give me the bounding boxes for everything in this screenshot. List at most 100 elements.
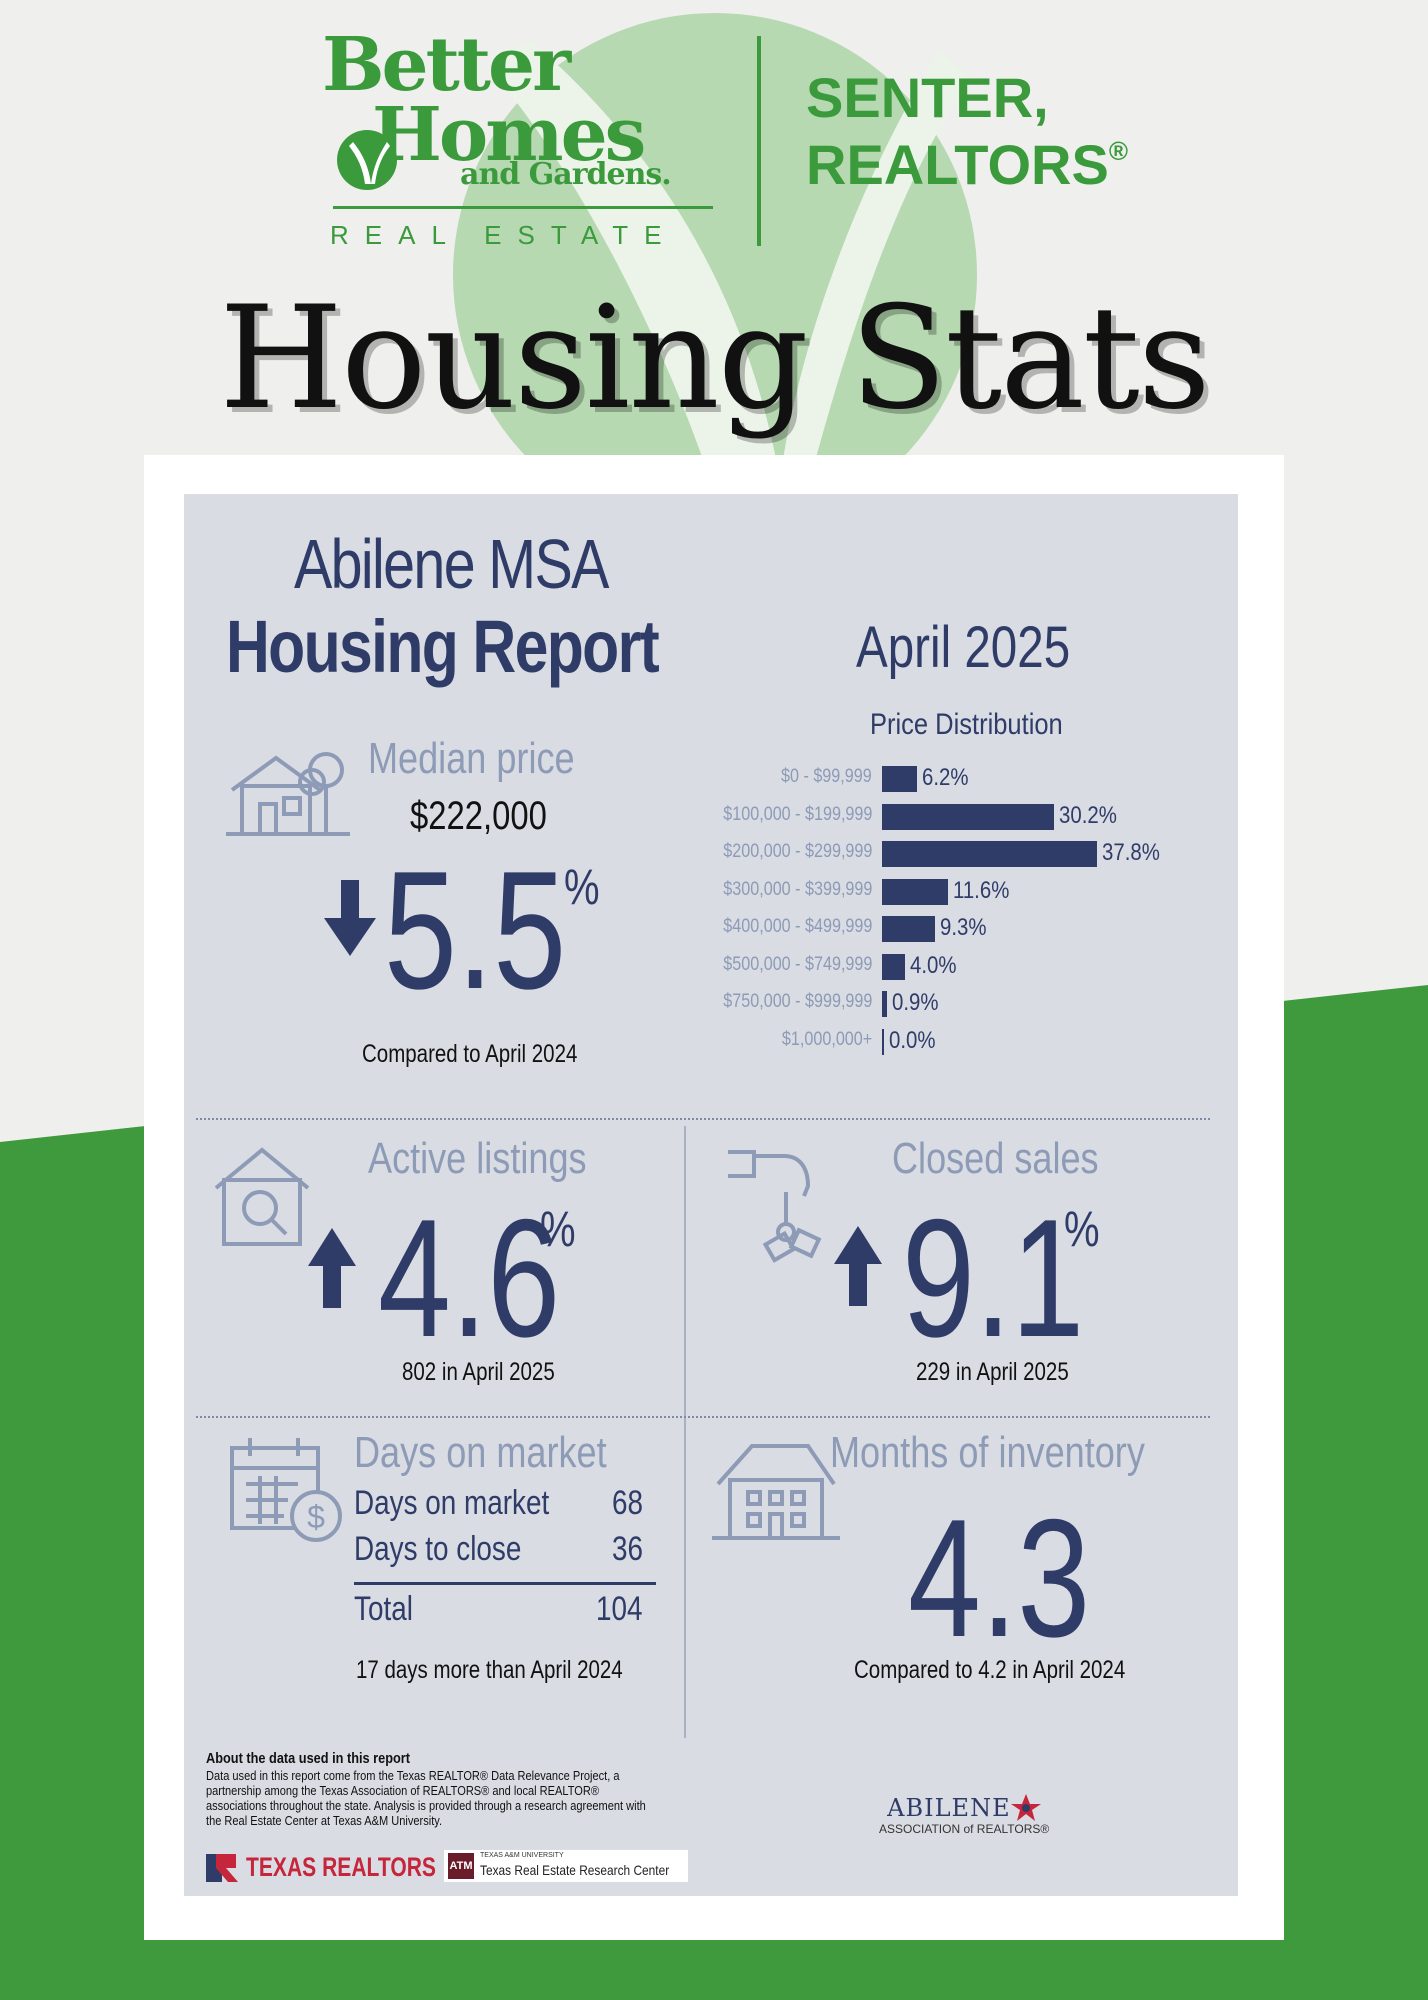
brand-underline [333,206,713,209]
footer-heading: About the data used in this report [206,1750,411,1767]
dist-row: $0 - $99,999 6.2% [704,764,1224,794]
section-divider-2 [196,1416,1210,1418]
dist-category-label: $750,000 - $999,999 [722,991,872,1012]
section-vertical-divider [684,1126,686,1738]
dist-category-label: $300,000 - $399,999 [722,878,872,900]
dist-category-label: $100,000 - $199,999 [722,803,872,825]
abilene-association-logo: ABILENE ASSOCIATION of REALTORS® [879,1794,1049,1836]
leaf-check-icon [337,130,397,190]
building-icon [712,1444,840,1540]
dollar-sign-icon: $ [307,1499,325,1535]
dist-row: $500,000 - $749,999 4.0% [704,952,1224,982]
report-card: Abilene MSA Housing Report April 2025 Pr… [184,494,1238,1896]
brand-office-line2: REALTORS® [806,131,1128,198]
footer-text: Data used in this report come from the T… [206,1768,646,1828]
dist-value-label: 11.6% [953,876,1010,904]
dist-category-label: $200,000 - $299,999 [722,841,872,862]
dist-category-label: $400,000 - $499,999 [722,916,872,937]
brand-real-estate: REAL ESTATE [330,220,678,250]
house-tree-icon [226,752,350,836]
dist-category-label: $0 - $99,999 [781,766,872,787]
dist-bar [882,953,905,980]
calendar-dollar-icon: $ [230,1438,342,1542]
closed-sales-unit: % [1064,1201,1100,1257]
dom-row-label: Days on market [354,1484,550,1522]
dom-total-value: 104 [596,1590,643,1628]
dom-row-value: 68 [612,1484,644,1522]
dist-value-label: 4.0% [909,951,957,979]
closed-sales-note: 229 in April 2025 [916,1358,1069,1386]
active-listings-unit: % [540,1201,576,1257]
report-month: April 2025 [856,615,1071,680]
active-listings-label: Active listings [368,1134,587,1183]
dist-bar [882,878,949,905]
brand-office: SENTER, REALTORS® [806,64,1128,198]
median-price-change: 5.5 [384,836,567,1024]
closed-sales-label: Closed sales [892,1134,1099,1183]
abilene-name: ABILENE [887,1794,1011,1822]
tamu-mark: ATM [448,1853,474,1879]
registered-mark: ® [1108,136,1129,167]
months-inventory-label: Months of inventory [830,1428,1145,1477]
page-title: Housing Stats [219,276,1211,441]
dist-bar [882,916,935,942]
months-inventory-note: Compared to 4.2 in April 2024 [854,1656,1126,1684]
median-price-note: Compared to April 2024 [362,1040,578,1068]
texas-star-icon [1011,1794,1042,1821]
dist-value-label: 9.3% [940,914,987,941]
active-listings-change: 4.6 [378,1184,561,1372]
median-price-label: Median price [368,734,575,783]
dist-value-label: 37.8% [1102,839,1161,866]
house-search-icon [214,1147,310,1246]
texas-realtors-logo-icon [206,1854,238,1882]
tamu-university: TEXAS A&M UNIVERSITY [480,1852,564,1859]
dist-row: $100,000 - $199,999 30.2% [704,802,1224,832]
brand-office-line1: SENTER, [806,66,1049,129]
dist-value-label: 0.0% [889,1026,936,1054]
brand-homes: Homes [372,92,646,178]
brand-gardens: and Gardens. [460,157,672,192]
days-to-close-value: 36 [612,1530,644,1568]
hand-keys-icon [728,1150,822,1263]
dom-note: 17 days more than April 2024 [356,1656,623,1684]
texas-realtors-logo: TEXAS REALTORS [246,1852,436,1882]
tamu-center: Texas Real Estate Research Center [480,1862,670,1878]
dist-bar [882,803,1055,830]
arrow-down-icon [324,880,376,956]
brand-office-realtors: REALTORS [806,133,1109,197]
dist-value-label: 6.2% [922,764,969,791]
dist-row: $400,000 - $499,999 9.3% [704,914,1224,944]
leaf-watermark-icon [453,13,977,480]
dist-row: $750,000 - $999,999 0.9% [704,989,1224,1019]
dom-total-label: Total [354,1590,413,1628]
brand-divider [757,36,761,246]
brand-better: Better [322,22,571,108]
dist-category-label: $1,000,000+ [781,1028,872,1050]
dist-category-label: $500,000 - $749,999 [722,953,872,975]
dom-total-rule [354,1582,656,1585]
months-inventory-value: 4.3 [908,1484,1091,1672]
days-to-close-label: Days to close [354,1530,522,1568]
dist-row: $300,000 - $399,999 11.6% [704,877,1224,907]
arrow-up-icon-2 [834,1226,882,1306]
dist-bar [882,991,888,1017]
median-price-value: $222,000 [410,794,547,838]
dist-bar [882,766,918,792]
price-distribution-title: Price Distribution [870,708,1063,741]
tamu-logo: ATM TEXAS A&M UNIVERSITY Texas Real Esta… [444,1850,688,1882]
dist-row: $1,000,000+ 0.0% [704,1027,1224,1057]
dist-bar [882,1028,884,1055]
active-listings-note: 802 in April 2025 [402,1358,555,1386]
arrow-up-icon [308,1228,356,1308]
dom-section-label: Days on market [354,1428,607,1477]
dist-bar [882,841,1098,867]
abilene-sub: ASSOCIATION of REALTORS® [879,1822,1050,1836]
dist-row: $200,000 - $299,999 37.8% [704,839,1224,869]
dist-value-label: 0.9% [892,989,939,1016]
median-price-unit: % [564,859,600,915]
section-divider-1 [196,1118,1210,1120]
report-title-line1: Abilene MSA [294,525,609,603]
dist-value-label: 30.2% [1059,801,1117,829]
report-title-line2: Housing Report [226,605,660,688]
closed-sales-change: 9.1 [902,1184,1085,1372]
